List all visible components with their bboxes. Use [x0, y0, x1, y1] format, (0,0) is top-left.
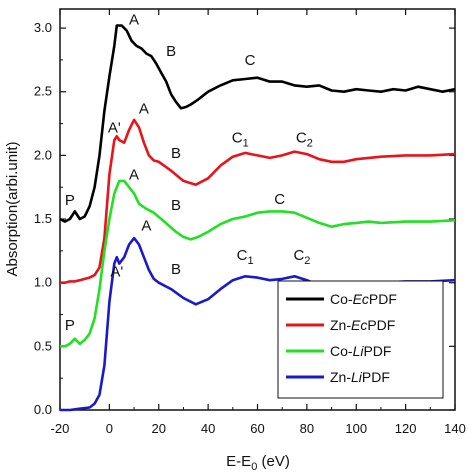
legend-label: Co-LiPDF	[330, 343, 391, 359]
x-tick-label: 100	[345, 421, 367, 436]
peak-label: C	[274, 191, 285, 208]
y-tick-label: 0.5	[34, 338, 52, 353]
peak-label: B	[171, 261, 181, 278]
peak-label: A	[139, 100, 149, 117]
x-tick-label: 120	[395, 421, 417, 436]
peak-label: P	[65, 317, 75, 334]
y-tick-label: 2.0	[34, 147, 52, 162]
peak-label: C2	[293, 247, 310, 267]
legend-label: Zn-EcPDF	[330, 317, 395, 333]
peak-label: C1	[232, 130, 249, 150]
peak-label: C	[245, 52, 256, 69]
peak-label: B	[166, 43, 176, 60]
legend-label: Zn-LiPDF	[330, 369, 390, 385]
series-line-1	[59, 24, 456, 223]
peak-label: A'	[110, 263, 123, 280]
peak-label: B	[171, 145, 181, 162]
series-line-2	[60, 118, 456, 284]
peak-label: A	[141, 218, 151, 235]
peak-label: P	[65, 192, 75, 209]
x-tick-label: 20	[152, 421, 166, 436]
x-tick-label: 0	[106, 421, 113, 436]
y-tick-label: 2.5	[34, 84, 52, 99]
axis-ticks: -20 0 20 40 60 80 100 120 140 0.0 0.5 1.0 1.5 2.0 2.5 3…	[34, 9, 466, 436]
x-tick-label: -20	[51, 421, 70, 436]
y-axis-title: Absorption(arbi.unit)	[4, 141, 21, 276]
legend-items: Co-EcPDF Zn-EcPDF Co-LiPDF Zn-LiPDF	[286, 291, 397, 385]
y-tick-label: 1.0	[34, 275, 52, 290]
legend-label: Co-EcPDF	[330, 291, 397, 307]
peak-label: B	[171, 197, 181, 214]
x-tick-label: 40	[201, 421, 215, 436]
y-tick-label: 3.0	[34, 20, 52, 35]
peak-label: A	[129, 11, 139, 28]
peak-label: A'	[108, 119, 121, 136]
peak-label: C1	[237, 247, 254, 267]
y-tick-label: 1.5	[34, 211, 52, 226]
series-line-3	[60, 179, 456, 348]
peak-annotations: A B C A' A B C1 C2 P A B C A A' B C1 C2 P	[65, 11, 313, 334]
x-tick-label: 80	[300, 421, 314, 436]
x-tick-label: 140	[444, 421, 466, 436]
x-tick-label: 60	[250, 421, 264, 436]
peak-label: C2	[296, 130, 313, 150]
legend: Co-EcPDF Zn-EcPDF Co-LiPDF Zn-LiPDF	[277, 280, 444, 399]
x-axis-title: E-E0 (eV)	[226, 453, 290, 473]
peak-label: A	[129, 167, 139, 184]
y-tick-label: 0.0	[34, 402, 52, 417]
